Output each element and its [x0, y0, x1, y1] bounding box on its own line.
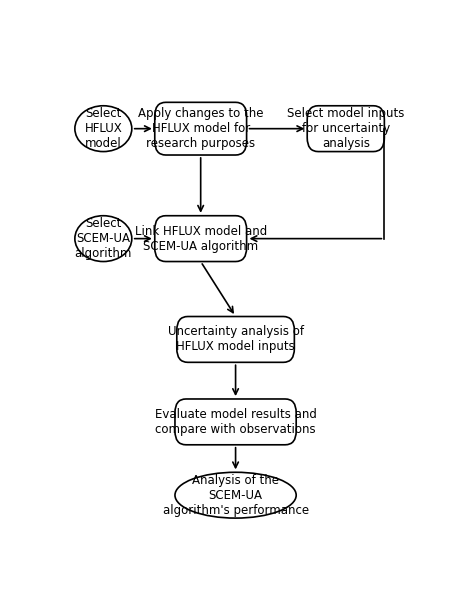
Ellipse shape — [75, 216, 132, 262]
FancyBboxPatch shape — [175, 399, 296, 445]
Text: Select model inputs
for uncertainty
analysis: Select model inputs for uncertainty anal… — [287, 107, 404, 150]
Text: Link HFLUX model and
SCEM-UA algorithm: Link HFLUX model and SCEM-UA algorithm — [135, 225, 267, 253]
FancyBboxPatch shape — [155, 102, 246, 155]
Text: Evaluate model results and
compare with observations: Evaluate model results and compare with … — [155, 408, 317, 436]
Ellipse shape — [75, 106, 132, 152]
Text: Select
SCEM-UA
algorithm: Select SCEM-UA algorithm — [74, 217, 132, 260]
FancyBboxPatch shape — [177, 317, 294, 362]
Text: Analysis of the
SCEM-UA
algorithm's performance: Analysis of the SCEM-UA algorithm's perf… — [163, 474, 309, 516]
Text: Uncertainty analysis of
HFLUX model inputs: Uncertainty analysis of HFLUX model inpu… — [168, 325, 303, 353]
Text: Apply changes to the
HFLUX model for
research purposes: Apply changes to the HFLUX model for res… — [138, 107, 264, 150]
FancyBboxPatch shape — [155, 216, 246, 262]
FancyBboxPatch shape — [307, 106, 384, 152]
Text: Select
HFLUX
model: Select HFLUX model — [84, 107, 122, 150]
Ellipse shape — [175, 472, 296, 518]
